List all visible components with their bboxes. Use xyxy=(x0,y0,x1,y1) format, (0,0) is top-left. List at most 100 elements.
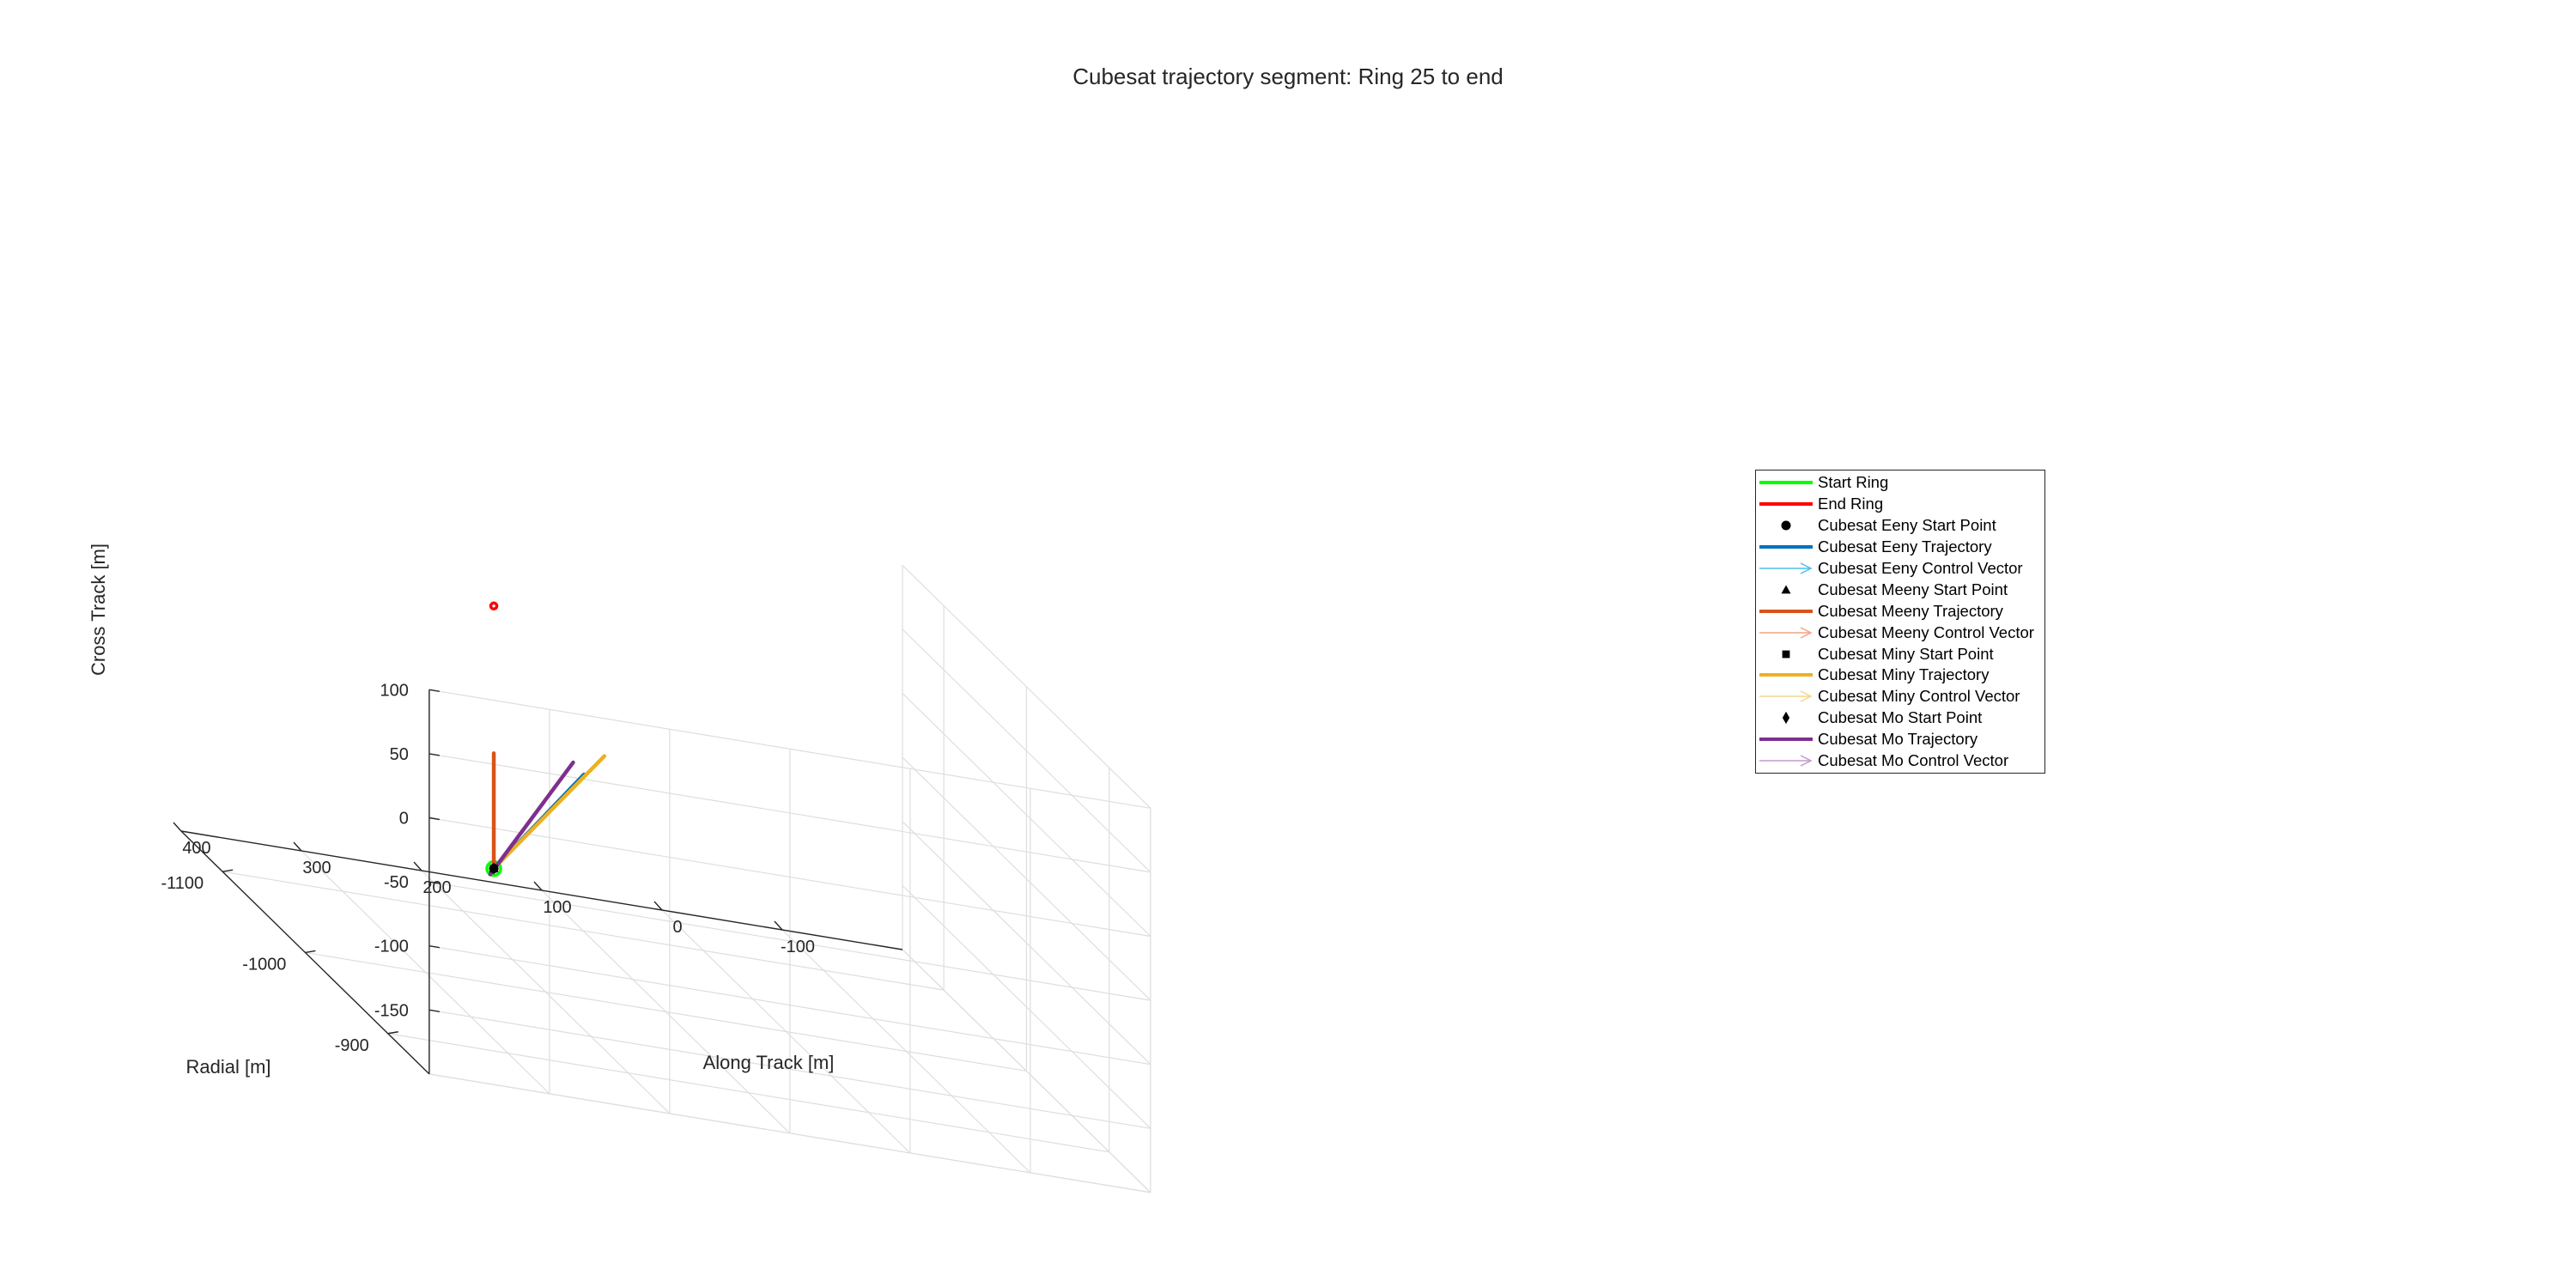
x-axis-label: Along Track [m] xyxy=(703,1052,835,1073)
legend-label: End Ring xyxy=(1818,495,1884,513)
z-tick-label: 100 xyxy=(380,681,409,700)
grid-line xyxy=(428,1073,1151,1193)
z-tick-label: -100 xyxy=(374,938,409,956)
x-tick-label: 300 xyxy=(302,859,331,877)
z-tick-label: 0 xyxy=(399,810,409,829)
data-series xyxy=(485,601,607,877)
legend-entry: Cubesat Miny Start Point xyxy=(1756,643,2044,665)
axis-lines xyxy=(180,689,903,1075)
legend-swatch xyxy=(1759,755,1813,767)
legend-entry: Cubesat Miny Trajectory xyxy=(1756,665,2044,686)
x-tick-mark xyxy=(173,822,182,832)
legend-swatch xyxy=(1781,585,1791,594)
x-tick-label: 400 xyxy=(182,839,210,858)
grid-line xyxy=(305,951,1027,1072)
legend-swatch-marker xyxy=(1781,520,1791,531)
legend: Start Ring End Ring Cubesat Eeny Start Poi… xyxy=(1755,470,2045,774)
grid-line xyxy=(428,945,1151,1065)
grid-line xyxy=(222,871,945,991)
legend-entry: Cubesat Meeny Trajectory xyxy=(1756,600,2044,622)
legend-label: Cubesat Eeny Trajectory xyxy=(1818,537,1992,556)
grid-line xyxy=(902,756,1151,1001)
legend-swatch xyxy=(1759,481,1813,485)
legend-entry: Cubesat Mo Control Vector xyxy=(1756,750,2044,772)
legend-label: Cubesat Miny Trajectory xyxy=(1818,665,1990,684)
x-tick-label: 100 xyxy=(543,898,571,917)
x-tick-mark xyxy=(533,881,543,891)
z-tick-mark xyxy=(428,881,440,884)
cubesat-miny-trajectory xyxy=(491,754,607,871)
x-tick-label: 200 xyxy=(422,878,451,897)
legend-entry: Start Ring xyxy=(1756,472,2044,494)
legend-swatch-arrowhead xyxy=(1800,755,1813,767)
z-tick-mark xyxy=(428,817,440,821)
grid-line xyxy=(428,1009,1151,1129)
legend-swatch xyxy=(1759,502,1813,507)
z-tick-label: -150 xyxy=(374,1001,409,1020)
legend-label: Start Ring xyxy=(1818,473,1889,492)
legend-swatch xyxy=(1759,690,1813,703)
grid-line xyxy=(902,693,1151,937)
grid-line xyxy=(428,817,1151,938)
x-tick-label: -100 xyxy=(781,938,815,956)
legend-swatch-marker xyxy=(1782,650,1790,658)
legend-label: Cubesat Meeny Trajectory xyxy=(1818,601,2003,620)
y-tick-label: -1000 xyxy=(242,955,286,974)
legend-swatch-arrowhead xyxy=(1800,562,1813,574)
end-ring xyxy=(489,601,499,611)
legend-label: Cubesat Miny Control Vector xyxy=(1818,687,2020,706)
legend-label: Cubesat Meeny Control Vector xyxy=(1818,622,2034,641)
legend-label: Cubesat Meeny Start Point xyxy=(1818,580,2008,598)
legend-swatch xyxy=(1759,673,1813,677)
legend-entry: Cubesat Mo Start Point xyxy=(1756,707,2044,729)
z-tick-mark xyxy=(428,945,440,949)
cubesat-mo-trajectory xyxy=(488,760,575,877)
grid-line xyxy=(428,881,1151,1001)
legend-label: Cubesat Miny Start Point xyxy=(1818,644,1994,663)
legend-entry: Cubesat Eeny Start Point xyxy=(1756,515,2044,537)
legend-swatch-marker xyxy=(1782,712,1790,725)
legend-entry: Cubesat Eeny Control Vector xyxy=(1756,558,2044,580)
legend-entry: End Ring xyxy=(1756,494,2044,515)
grid-line xyxy=(428,689,1151,809)
legend-label: Cubesat Mo Control Vector xyxy=(1818,751,2009,770)
chart-title: Cubesat trajectory segment: Ring 25 to e… xyxy=(1072,64,1504,89)
legend-entry: Cubesat Mo Trajectory xyxy=(1756,729,2044,750)
z-tick-label: 50 xyxy=(390,745,409,764)
x-tick-mark xyxy=(293,841,302,852)
legend-swatch xyxy=(1781,520,1791,531)
legend-entry: Cubesat Meeny Start Point xyxy=(1756,579,2044,600)
cubesat-mo-start-point xyxy=(489,862,498,875)
legend-label: Cubesat Eeny Start Point xyxy=(1818,516,1996,535)
z-tick-mark xyxy=(428,1009,440,1012)
y-tick-label: -900 xyxy=(335,1036,369,1055)
x-tick-mark xyxy=(413,861,422,871)
grid-line xyxy=(902,628,1151,873)
z-tick-label: -50 xyxy=(384,873,409,892)
legend-entry: Cubesat Eeny Trajectory xyxy=(1756,537,2044,558)
legend-swatch-arrowhead xyxy=(1800,627,1813,639)
x-tick-label: 0 xyxy=(672,918,682,937)
legend-swatch xyxy=(1759,627,1813,639)
grid-line xyxy=(902,564,1151,809)
x-tick-mark xyxy=(653,901,663,911)
grid-line xyxy=(902,821,1151,1065)
legend-swatch xyxy=(1782,650,1790,658)
z-axis-label: Cross Track [m] xyxy=(88,543,109,676)
legend-label: Cubesat Eeny Control Vector xyxy=(1818,559,2023,577)
grid-line xyxy=(428,753,1151,873)
legend-label: Cubesat Mo Trajectory xyxy=(1818,730,1978,749)
legend-swatch xyxy=(1759,545,1813,549)
y-tick-mark xyxy=(387,1031,398,1035)
z-tick-mark xyxy=(428,753,440,756)
legend-swatch-arrowhead xyxy=(1800,690,1813,703)
legend-label: Cubesat Mo Start Point xyxy=(1818,708,1983,727)
legend-entry: Cubesat Miny Control Vector xyxy=(1756,686,2044,707)
legend-swatch xyxy=(1782,712,1790,725)
legend-swatch xyxy=(1759,562,1813,574)
x-tick-mark xyxy=(774,920,783,931)
y-tick-mark xyxy=(222,869,234,872)
legend-entry: Cubesat Meeny Control Vector xyxy=(1756,622,2044,643)
